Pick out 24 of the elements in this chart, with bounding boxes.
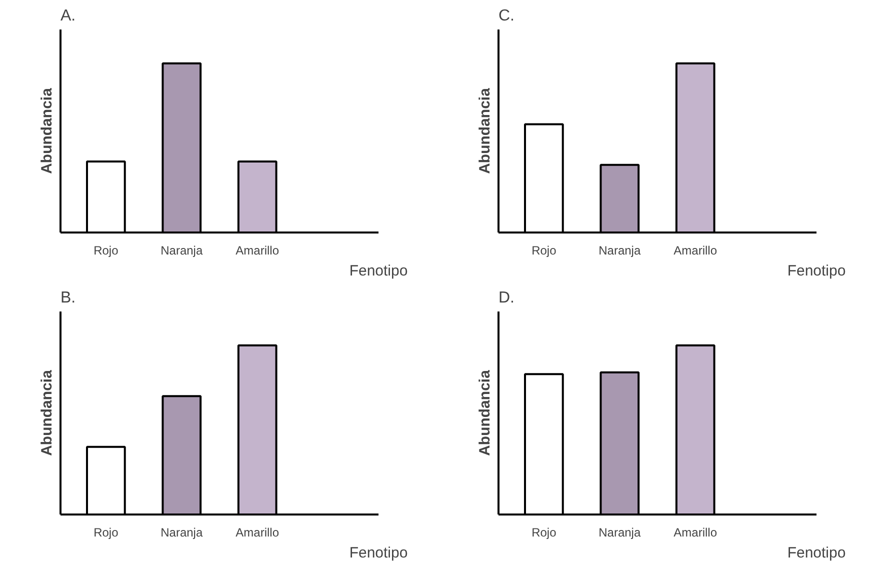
chart-title: B. — [60, 290, 76, 306]
chart-title: A. — [60, 8, 76, 24]
x-tick-label: Amarillo — [236, 526, 280, 540]
chart-title: D. — [498, 290, 514, 306]
x-tick-label: Naranja — [598, 244, 641, 258]
x-axis-title: Fenotipo — [787, 544, 846, 562]
y-axis-title: Abundancia — [38, 87, 56, 174]
x-tick-label: Naranja — [160, 526, 203, 540]
x-tick-label: Amarillo — [674, 244, 718, 258]
x-tick-label: Rojo — [532, 526, 557, 540]
x-tick-label: Naranja — [160, 244, 203, 258]
x-axis-title: Fenotipo — [787, 262, 846, 280]
x-tick-label: Rojo — [532, 244, 557, 258]
x-tick-label: Rojo — [94, 526, 119, 540]
x-axis-title: Fenotipo — [349, 544, 408, 562]
x-tick-label: Rojo — [94, 244, 119, 258]
y-axis-title: Abundancia — [476, 369, 494, 456]
x-tick-label: Amarillo — [674, 526, 718, 540]
y-axis-title: Abundancia — [38, 369, 56, 456]
x-axis-title: Fenotipo — [349, 262, 408, 280]
x-tick-label: Naranja — [598, 526, 641, 540]
x-tick-label: Amarillo — [236, 244, 280, 258]
y-axis-title: Abundancia — [476, 87, 494, 174]
chart-title: C. — [498, 8, 514, 24]
